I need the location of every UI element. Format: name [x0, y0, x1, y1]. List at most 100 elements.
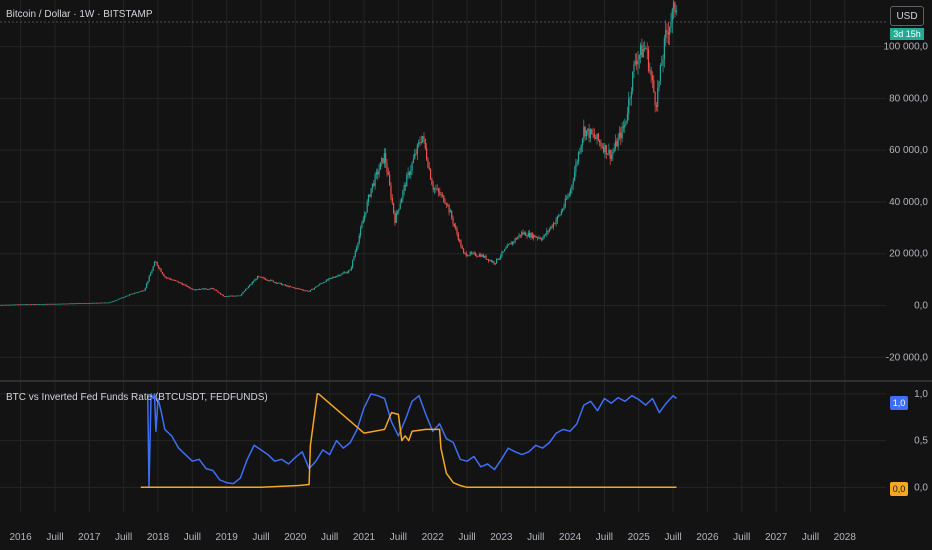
candle-body	[560, 211, 562, 215]
candle-body	[259, 276, 261, 278]
x-tick-label: Juill	[664, 532, 681, 543]
candle-body	[109, 302, 111, 304]
candle-body	[617, 137, 619, 147]
candle-body	[210, 288, 212, 289]
candle-body	[597, 133, 599, 141]
candle-body	[177, 281, 179, 283]
indicator-title[interactable]: BTC vs Inverted Fed Funds Rate (BTCUSDT,…	[6, 392, 268, 403]
candle-body	[252, 281, 255, 283]
candle-body	[671, 9, 673, 22]
candle-body	[301, 289, 304, 291]
candle-body	[403, 184, 405, 191]
candle-body	[16, 304, 18, 306]
x-tick-label: Juill	[802, 532, 819, 543]
candle-body	[255, 279, 257, 280]
candle-body	[3, 304, 5, 306]
candle-body	[164, 276, 166, 278]
indicator-pane[interactable]	[140, 393, 677, 489]
candle-body	[530, 233, 532, 238]
candle-body	[192, 288, 194, 290]
candle-body	[107, 302, 109, 304]
time-axis[interactable]: 2016 Juill 2017 Juill 2018 Juill 2019 Juill 2020…	[9, 532, 856, 543]
candle-body	[56, 303, 58, 305]
candle-body	[361, 223, 363, 229]
candle-body	[370, 188, 372, 197]
indicator-axis[interactable]: 1,0 0,5 0,0	[914, 389, 928, 493]
candle-body	[160, 268, 162, 273]
candle-body	[173, 280, 175, 281]
candle-body	[297, 288, 300, 290]
candle-body	[44, 303, 46, 305]
x-tick-label: 2016	[9, 532, 32, 543]
candle-body	[227, 295, 230, 297]
candle-body	[665, 30, 667, 39]
candle-body	[106, 302, 108, 304]
candle-body	[308, 291, 310, 293]
candle-body	[53, 303, 55, 305]
candle-body	[587, 128, 589, 131]
candle-body	[168, 277, 170, 279]
candle-body	[256, 276, 259, 280]
inverted-fed-funds-line	[140, 393, 677, 489]
candle-body	[522, 232, 524, 234]
candle-body	[389, 174, 391, 185]
candle-body	[99, 302, 101, 304]
candle-body	[593, 134, 595, 138]
candle-body	[440, 194, 442, 196]
candle-body	[69, 303, 71, 305]
candle-body	[97, 302, 99, 304]
candle-body	[93, 302, 95, 304]
candle-body	[329, 277, 331, 279]
candle-body	[638, 54, 640, 59]
candle-body	[188, 286, 190, 288]
candle-body	[344, 272, 346, 274]
candle-body	[205, 288, 207, 290]
candle-body	[25, 304, 28, 306]
symbol-title[interactable]: Bitcoin / Dollar · 1W · BITSTAMP	[6, 9, 153, 20]
candle-body	[330, 277, 333, 279]
candle-body	[420, 141, 422, 143]
candle-body	[350, 267, 352, 270]
candle-body	[238, 295, 240, 297]
candle-body	[461, 246, 463, 249]
candle-body	[543, 234, 545, 238]
candle-body	[116, 299, 119, 301]
candle-body	[629, 97, 631, 99]
price-pane[interactable]	[0, 0, 677, 306]
candle-body	[556, 216, 558, 221]
candle-body	[324, 282, 326, 283]
x-tick-label: 2017	[78, 532, 101, 543]
candle-body	[94, 302, 96, 304]
x-tick-label: Juill	[527, 532, 544, 543]
candle-body	[292, 287, 294, 288]
candle-body	[138, 291, 140, 293]
candle-body	[332, 277, 334, 278]
candle-body	[149, 273, 152, 276]
candle-body	[441, 194, 444, 196]
candle-body	[383, 153, 385, 164]
candle-body	[418, 142, 420, 145]
candle-body	[621, 126, 623, 139]
candle-body	[101, 302, 103, 304]
candle-body	[288, 286, 290, 288]
x-tick-label: Juill	[115, 532, 132, 543]
candle-body	[50, 303, 53, 305]
candle-body	[263, 277, 265, 279]
candle-body	[258, 276, 260, 277]
candle-body	[20, 304, 22, 306]
candle-body	[130, 294, 132, 295]
candle-body	[484, 255, 486, 258]
candle-body	[201, 288, 203, 290]
candle-body	[206, 289, 208, 290]
price-axis[interactable]: 100 000,0 80 000,0 60 000,0 40 000,0 20 000,…	[884, 42, 929, 364]
candle-body	[275, 282, 277, 284]
candle-body	[309, 289, 311, 292]
candle-body	[634, 61, 636, 64]
candle-body	[36, 304, 38, 305]
currency-button[interactable]: USD	[890, 6, 924, 26]
candle-body	[605, 145, 607, 155]
candle-body	[17, 304, 20, 306]
candle-body	[274, 282, 276, 283]
candle-body	[464, 252, 466, 254]
